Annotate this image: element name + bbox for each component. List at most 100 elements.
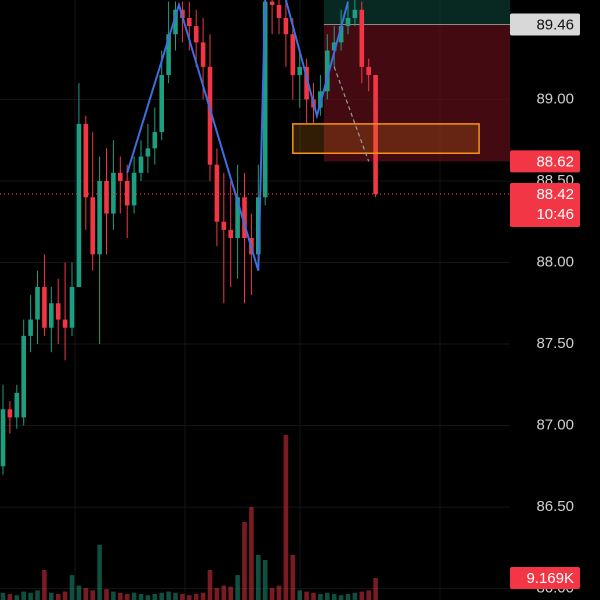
volume-bar (297, 590, 302, 600)
candle-body (21, 335, 26, 418)
price-label-box (510, 13, 580, 36)
volume-bar (131, 592, 137, 600)
candle-body (83, 123, 89, 198)
volume-bar (166, 591, 171, 600)
volume-bar (290, 554, 296, 600)
candle-body (262, 1, 268, 198)
candle-body (325, 50, 330, 92)
y-tick-label: 87.50 (536, 335, 574, 352)
volume-bar (90, 590, 95, 600)
candle-body (69, 286, 75, 328)
pattern-line (284, 0, 349, 120)
volume-bar (97, 544, 102, 600)
candle-body (111, 172, 116, 214)
volume-bar (256, 554, 261, 600)
candle-body (269, 1, 275, 5)
dashed-line (333, 66, 370, 162)
candle-body (283, 17, 289, 35)
candle-body (366, 66, 371, 75)
volume-bar (21, 591, 26, 600)
volume-bar (28, 592, 33, 600)
candle-body (290, 34, 296, 75)
volume-bar (325, 592, 330, 600)
candle-body (200, 42, 206, 67)
candle-body (14, 392, 20, 418)
candle-body (221, 221, 227, 230)
volume-bar (187, 595, 192, 600)
y-tick-label: 89.00 (536, 90, 574, 107)
volume-label: 9.169K (526, 570, 574, 587)
volume-bar (221, 585, 227, 600)
volume-bar (62, 591, 68, 600)
candle-body (345, 17, 351, 27)
volume-bar (331, 594, 337, 600)
volume-bar (138, 594, 144, 600)
candle-body (187, 17, 192, 27)
candle-body (373, 75, 378, 195)
target-zone (323, 0, 511, 25)
volume-bar (104, 589, 109, 600)
candle-body (35, 286, 40, 320)
volume-bar (173, 592, 178, 600)
volume-bar (14, 595, 20, 600)
candle-body (228, 229, 233, 239)
candle-body (352, 9, 358, 18)
volume-bar (145, 595, 151, 600)
volume-bar (242, 522, 247, 600)
candle-body (297, 66, 302, 75)
candle-body (359, 9, 365, 67)
volume-bar (235, 575, 240, 600)
volume-bar (283, 434, 289, 600)
candle-body (242, 197, 247, 239)
candle-body (304, 66, 309, 100)
candle-body (28, 319, 33, 336)
volume-bar (49, 592, 54, 600)
candle-body (193, 26, 199, 43)
volume-bar (262, 559, 268, 600)
volume-bar (69, 575, 75, 600)
volume-bar (180, 594, 185, 600)
candle-body (118, 172, 123, 181)
volume-bar (55, 594, 61, 600)
candle-body (166, 34, 171, 75)
volume-bar (366, 590, 371, 600)
candle-body (90, 197, 95, 255)
volume-label-box (510, 566, 580, 589)
volume-bar (304, 591, 309, 600)
volume-bar (7, 594, 13, 600)
volume-bar (35, 590, 40, 600)
zone-box (292, 123, 480, 155)
candle-body (76, 123, 82, 287)
volume-bar (228, 586, 233, 600)
volume-bar (193, 594, 199, 600)
candle-body (55, 303, 61, 320)
candle-body (173, 9, 178, 35)
volume-bar (359, 591, 365, 600)
volume-bar (124, 594, 130, 600)
candle-body (124, 180, 130, 206)
pattern-line (126, 0, 267, 271)
volume-bar (352, 592, 358, 600)
candle-body (62, 319, 68, 328)
countdown-label: 10:46 (536, 206, 574, 223)
y-tick-label: 86.50 (536, 498, 574, 515)
volume-bar (276, 585, 282, 600)
volume-bar (249, 506, 254, 600)
volume-bar (76, 585, 82, 600)
volume-bar (111, 591, 116, 600)
volume-bar (0, 592, 6, 600)
candle-body (104, 180, 109, 214)
last-price-label: 88.42 (536, 186, 574, 203)
volume-bar (214, 588, 220, 600)
candle-body (152, 132, 158, 149)
last-price-box (510, 183, 580, 228)
candle-body (276, 4, 282, 18)
price-label: 89.46 (536, 16, 574, 33)
volume-bar (152, 594, 158, 600)
candle-body (7, 409, 13, 418)
volume-bar (159, 592, 164, 600)
volume-bar (42, 570, 47, 600)
candle-body (235, 197, 240, 239)
volume-bar (345, 594, 351, 600)
